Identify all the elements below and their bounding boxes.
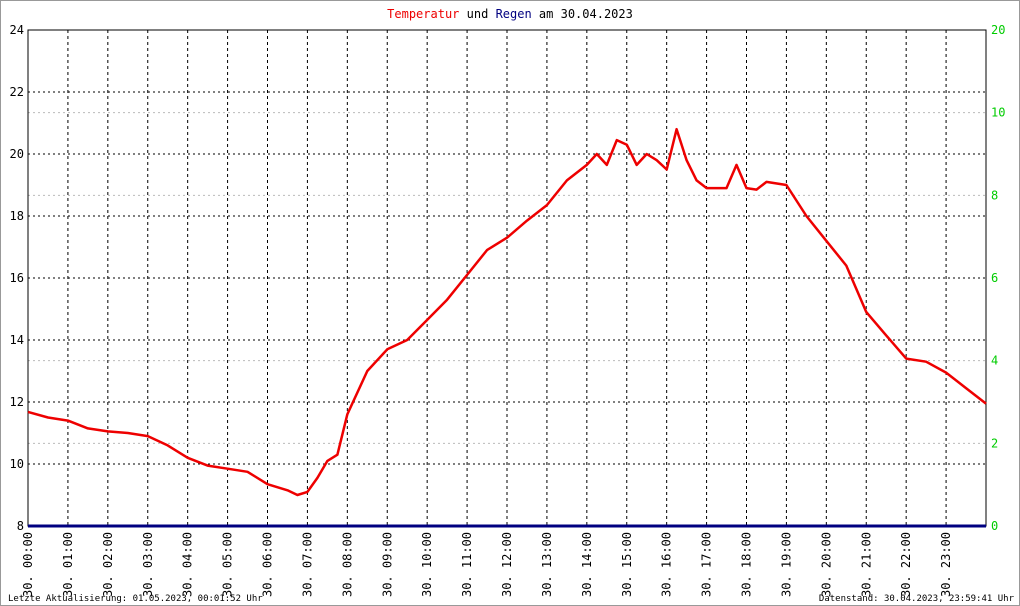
- x-tick-label: 30. 19:00: [779, 532, 793, 597]
- x-tick-label: 30. 21:00: [859, 532, 873, 597]
- chart-title: Temperatur und Regen am 30.04.2023: [387, 7, 633, 21]
- y-tick-label: 18: [10, 209, 24, 223]
- x-tick-label: 30. 16:00: [660, 532, 674, 597]
- y-tick-label: 22: [10, 85, 24, 99]
- x-tick-label: 30. 00:00: [21, 532, 35, 597]
- y2-tick-label: 8: [991, 188, 998, 202]
- footer-right: Datenstand: 30.04.2023, 23:59:41 Uhr: [819, 594, 1015, 604]
- y2-tick-label: 2: [991, 436, 998, 450]
- x-tick-label: 30. 08:00: [340, 532, 354, 597]
- x-tick-label: 30. 01:00: [61, 532, 75, 597]
- x-tick-label: 30. 12:00: [500, 532, 514, 597]
- x-tick-label: 30. 04:00: [181, 532, 195, 597]
- x-tick-label: 30. 22:00: [899, 532, 913, 597]
- x-tick-label: 30. 18:00: [740, 532, 754, 597]
- y-tick-label: 12: [10, 395, 24, 409]
- x-tick-label: 30. 15:00: [620, 532, 634, 597]
- title-part: am 30.04.2023: [539, 7, 633, 21]
- x-tick-label: 30. 13:00: [540, 532, 554, 597]
- x-tick-label: 30. 07:00: [300, 532, 314, 597]
- y2-tick-label: 20: [991, 23, 1005, 37]
- x-tick-label: 30. 05:00: [221, 532, 235, 597]
- x-tick-label: 30. 20:00: [819, 532, 833, 597]
- series-line: [27, 127, 987, 497]
- y-tick-label: 20: [10, 147, 24, 161]
- title-part: Temperatur: [387, 7, 459, 21]
- title-part: Regen: [496, 7, 532, 21]
- x-tick-label: 30. 02:00: [101, 532, 115, 597]
- x-tick-label: 30. 06:00: [261, 532, 275, 597]
- x-tick-label: 30. 14:00: [580, 532, 594, 597]
- y-tick-label: 10: [10, 457, 24, 471]
- y2-tick-label: 10: [991, 106, 1005, 120]
- title-part: und: [467, 7, 489, 21]
- y-tick-label: 24: [10, 23, 24, 37]
- y2-tick-label: 0: [991, 519, 998, 533]
- x-tick-label: 30. 17:00: [700, 532, 714, 597]
- y2-tick-label: 4: [991, 354, 998, 368]
- x-tick-label: 30. 11:00: [460, 532, 474, 597]
- y-tick-label: 14: [10, 333, 24, 347]
- footer-left: Letzte Aktualisierung: 01.05.2023, 00:01…: [8, 594, 263, 604]
- x-tick-label: 30. 10:00: [420, 532, 434, 597]
- y2-tick-label: 6: [991, 271, 998, 285]
- y-tick-label: 8: [17, 519, 24, 533]
- x-tick-label: 30. 09:00: [380, 532, 394, 597]
- y-tick-label: 16: [10, 271, 24, 285]
- x-tick-label: 30. 03:00: [141, 532, 155, 597]
- x-tick-label: 30. 23:00: [939, 532, 953, 597]
